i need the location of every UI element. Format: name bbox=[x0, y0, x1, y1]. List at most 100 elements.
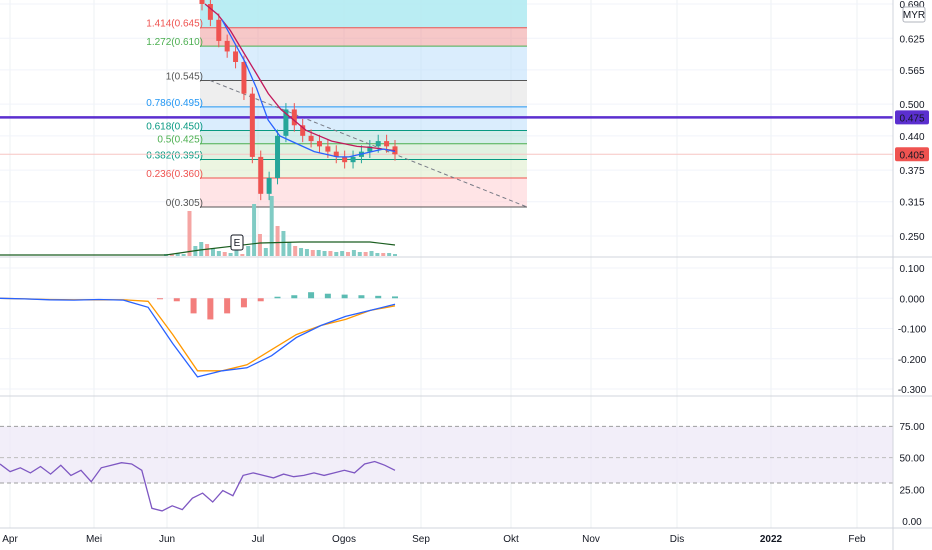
volume-bar bbox=[387, 253, 392, 256]
volume-bar bbox=[334, 252, 339, 256]
trend-line bbox=[209, 79, 528, 208]
price-tick-label: 0.440 bbox=[899, 132, 924, 143]
candle-body bbox=[275, 135, 281, 178]
price-tick-label: 0.250 bbox=[899, 232, 924, 243]
volume-bar bbox=[187, 211, 192, 256]
candle-body bbox=[258, 156, 264, 194]
macd-histogram-bar bbox=[157, 298, 163, 300]
candle-body bbox=[367, 146, 373, 152]
fib-level-label: 0.786(0.495) bbox=[146, 98, 203, 109]
volume-bar bbox=[393, 254, 397, 256]
volume-bar bbox=[246, 246, 251, 256]
price-pane bbox=[0, 0, 893, 201]
fib-zone bbox=[200, 80, 527, 107]
volume-bars: E bbox=[0, 196, 397, 256]
x-tick-label: Jun bbox=[159, 534, 175, 545]
fib-zone bbox=[200, 178, 527, 207]
macd-tick-label: 0.100 bbox=[899, 264, 924, 275]
volume-bar bbox=[269, 196, 274, 256]
macd-histogram-bar bbox=[207, 298, 214, 320]
macd-histogram-bar bbox=[240, 298, 247, 308]
fib-zone bbox=[200, 0, 527, 28]
price-tick-label: 0.375 bbox=[899, 166, 924, 177]
volume-bar bbox=[351, 250, 356, 256]
volume-bar bbox=[263, 248, 268, 256]
volume-bar bbox=[293, 246, 298, 256]
rsi-band bbox=[0, 426, 893, 483]
volume-bar bbox=[234, 250, 239, 256]
rsi-line bbox=[0, 460, 396, 512]
macd-histogram-bar bbox=[308, 292, 315, 299]
rsi-tick-label: 75.00 bbox=[899, 422, 924, 433]
fib-level-label: 0.382(0.395) bbox=[146, 151, 203, 162]
x-tick-label: Sep bbox=[412, 534, 430, 545]
candle-body bbox=[350, 156, 356, 163]
candle-body bbox=[224, 40, 230, 52]
macd-tick-label: -0.300 bbox=[898, 385, 927, 396]
volume-bar bbox=[328, 251, 333, 256]
volume-bar bbox=[210, 248, 215, 256]
macd-histogram-bar bbox=[257, 298, 264, 302]
fib-level-label: 1.414(0.645) bbox=[146, 19, 203, 30]
volume-bar bbox=[169, 254, 174, 256]
fib-level-label: 0.5(0.425) bbox=[157, 135, 203, 146]
macd-histogram-bar bbox=[324, 293, 331, 299]
fib-level-label: 1(0.545) bbox=[166, 71, 203, 82]
volume-ma-line bbox=[0, 241, 396, 256]
candle-body bbox=[342, 156, 348, 163]
macd-pane bbox=[0, 292, 398, 378]
volume-bar bbox=[363, 252, 368, 256]
candle-body bbox=[233, 51, 239, 62]
last-price-badge bbox=[895, 147, 929, 162]
candle-body bbox=[375, 141, 381, 147]
x-tick-label: Feb bbox=[848, 534, 866, 545]
volume-bar bbox=[222, 252, 227, 256]
x-tick-label: Mei bbox=[86, 534, 102, 545]
macd-tick-label: -0.100 bbox=[898, 325, 927, 336]
macd-histogram-bar bbox=[291, 295, 298, 299]
volume-bar bbox=[346, 252, 351, 256]
volume-bar bbox=[299, 248, 304, 256]
x-tick-label: Apr bbox=[2, 534, 18, 545]
volume-bar bbox=[257, 234, 262, 256]
volume-bar bbox=[375, 253, 380, 256]
macd-histogram-bar bbox=[190, 298, 197, 314]
candle-body bbox=[333, 151, 339, 157]
volume-bar bbox=[304, 249, 309, 256]
volume-bar bbox=[287, 242, 292, 256]
x-tick-label: Jul bbox=[252, 534, 265, 545]
x-tick-label: Okt bbox=[503, 534, 519, 545]
currency-box bbox=[902, 6, 926, 23]
fibonacci-retracement[interactable]: 1.414(0.645) 1.272(0.610) 1(0.545) 0.786(0.… bbox=[146, 0, 528, 209]
price-tick-label: 0.690 bbox=[899, 0, 924, 11]
fib-zone bbox=[200, 130, 527, 144]
fib-level-label: 1.272(0.610) bbox=[146, 37, 203, 48]
candle-body bbox=[300, 125, 306, 136]
candle-body bbox=[325, 146, 331, 152]
hline-price-label: 0.475 bbox=[899, 113, 924, 124]
candle-body bbox=[266, 178, 272, 194]
volume-bar bbox=[316, 250, 321, 256]
x-tick-label: 2022 bbox=[760, 534, 783, 545]
macd-histogram-bar bbox=[392, 296, 398, 299]
candle-body bbox=[384, 141, 390, 147]
candle-body bbox=[316, 141, 322, 147]
candle-body bbox=[308, 135, 314, 142]
sma-line bbox=[204, 3, 396, 152]
x-tick-label: Ogos bbox=[332, 534, 356, 545]
last-price-label: 0.405 bbox=[899, 150, 924, 161]
ema-line bbox=[221, 19, 396, 158]
volume-bar bbox=[340, 251, 345, 256]
price-tick-label: 0.565 bbox=[899, 66, 924, 77]
fib-zone bbox=[200, 27, 527, 47]
volume-bar bbox=[175, 253, 180, 256]
candle-body bbox=[291, 109, 297, 126]
volume-bar bbox=[369, 251, 374, 256]
macd-histogram-bar bbox=[224, 298, 231, 314]
volume-bar bbox=[252, 204, 257, 256]
candle-body bbox=[207, 4, 213, 20]
price-tick-label: 0.625 bbox=[899, 34, 924, 45]
rsi-tick-label: 50.00 bbox=[899, 454, 924, 465]
